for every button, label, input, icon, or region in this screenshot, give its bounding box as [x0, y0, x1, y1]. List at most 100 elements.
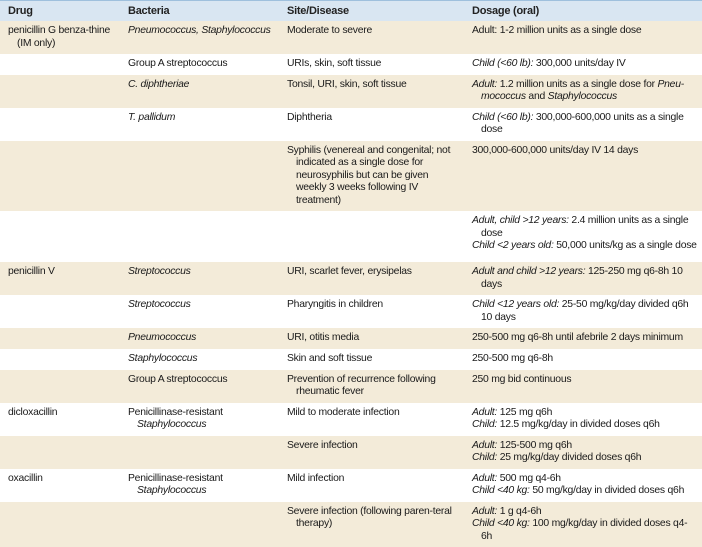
- table-row: Severe infection (following paren-teral …: [0, 502, 702, 547]
- header-site-disease: Site/Disease: [279, 1, 464, 22]
- dosage-cell: Child (<60 lb): 300,000-600,000 units as…: [464, 108, 702, 141]
- text: 300,000 units/day IV: [533, 58, 625, 69]
- cell-line: Streptococcus: [128, 299, 275, 312]
- text: 1 g q4-6h: [497, 506, 541, 517]
- table-row: dicloxacillin Penicillinase-resistant Sta…: [0, 403, 702, 436]
- cell-line: Adult and child >12 years: 125-250 mg q6…: [472, 266, 698, 291]
- italic-text: Adult, child >12 years:: [472, 215, 569, 226]
- text: Moderate to severe: [287, 25, 372, 36]
- italic-text: Child <12 years old:: [472, 299, 559, 310]
- cell-line: Moderate to severe: [287, 25, 460, 38]
- bacteria-cell: [120, 502, 279, 547]
- text: 250 mg bid continuous: [472, 374, 571, 385]
- drug-cell: [0, 328, 120, 349]
- text: penicillin V: [8, 266, 55, 277]
- drug-cell: [0, 370, 120, 403]
- text: Penicillinase-resistant: [128, 473, 223, 484]
- cell-line: Tonsil, URI, skin, soft tissue: [287, 79, 460, 92]
- italic-text: Adult:: [472, 440, 497, 451]
- drug-cell: [0, 54, 120, 75]
- text: Severe infection (following paren-teral …: [287, 506, 452, 530]
- text: 50 mg/kg/day in divided doses q6h: [530, 485, 684, 496]
- cell-line: Pneumococcus: [128, 332, 275, 345]
- site-cell: Mild to moderate infection: [279, 403, 464, 436]
- cell-line: Pneumococcus, Staphylococcus: [128, 25, 275, 38]
- italic-text: Staphylococcus: [137, 419, 206, 430]
- cell-line: Group A streptococcus: [128, 374, 275, 387]
- italic-text: Adult and child >12 years:: [472, 266, 585, 277]
- cell-line: Mild to moderate infection: [287, 407, 460, 420]
- site-cell: Prevention of recurrence following rheum…: [279, 370, 464, 403]
- bacteria-cell: T. pallidum: [120, 108, 279, 141]
- site-cell: Diphtheria: [279, 108, 464, 141]
- bacteria-cell: [120, 211, 279, 262]
- header-dosage: Dosage (oral): [464, 1, 702, 22]
- text: 25 mg/kg/day divided doses q6h: [497, 452, 641, 463]
- dosage-cell: Adult: 1-2 million units as a single dos…: [464, 21, 702, 54]
- text: URI, otitis media: [287, 332, 359, 343]
- dosage-cell: Adult, child >12 years: 2.4 million unit…: [464, 211, 702, 262]
- bacteria-cell: Penicillinase-resistant Staphylococcus: [120, 469, 279, 502]
- bacteria-cell: Staphylococcus: [120, 349, 279, 370]
- text: 1.2 million units as a single dose for: [497, 79, 657, 90]
- cell-line: Adult: 1 g q4-6h: [472, 506, 698, 519]
- cell-line: T. pallidum: [128, 112, 275, 125]
- italic-text: Child:: [472, 452, 497, 463]
- text: Group A streptococcus: [128, 58, 227, 69]
- italic-text: T. pallidum: [128, 112, 175, 123]
- cell-line: URI, scarlet fever, erysipelas: [287, 266, 460, 279]
- cell-line: Adult: 125 mg q6h: [472, 407, 698, 420]
- italic-text: Child:: [472, 419, 497, 430]
- cell-line: Child <12 years old: 25-50 mg/kg/day div…: [472, 299, 698, 324]
- table-row: Streptococcus Pharyngitis in children Chil…: [0, 295, 702, 328]
- site-cell: Moderate to severe: [279, 21, 464, 54]
- dosage-cell: Child (<60 lb): 300,000 units/day IV: [464, 54, 702, 75]
- cell-line: Severe infection (following paren-teral …: [287, 506, 460, 531]
- text: Pharyngitis in children: [287, 299, 383, 310]
- dosage-cell: 300,000-600,000 units/day IV 14 days: [464, 141, 702, 212]
- cell-line: Mild infection: [287, 473, 460, 486]
- text: URI, scarlet fever, erysipelas: [287, 266, 412, 277]
- italic-text: Adult:: [472, 407, 497, 418]
- drug-cell: [0, 349, 120, 370]
- site-cell: Skin and soft tissue: [279, 349, 464, 370]
- dosage-cell: 250-500 mg q6-8h until afebrile 2 days m…: [464, 328, 702, 349]
- text: 250-500 mg q6-8h until afebrile 2 days m…: [472, 332, 683, 343]
- italic-text: Child <40 kg:: [472, 485, 530, 496]
- table-row: Group A streptococcus Prevention of recur…: [0, 370, 702, 403]
- cell-line: penicillin V: [8, 266, 116, 279]
- text: dicloxacillin: [8, 407, 57, 418]
- cell-line: URI, otitis media: [287, 332, 460, 345]
- cell-line: Child <2 years old: 50,000 units/kg as a…: [472, 240, 698, 253]
- site-cell: Syphilis (venereal and congenital; not i…: [279, 141, 464, 212]
- cell-line: Streptococcus: [128, 266, 275, 279]
- site-cell: Mild infection: [279, 469, 464, 502]
- italic-text: Child <40 kg:: [472, 518, 530, 529]
- site-cell: [279, 211, 464, 262]
- italic-text: Adult:: [472, 473, 497, 484]
- cell-line: Syphilis (venereal and congenital; not i…: [287, 145, 460, 208]
- text: URIs, skin, soft tissue: [287, 58, 381, 69]
- text: 50,000 units/kg as a single dose: [554, 240, 697, 251]
- text: Severe infection: [287, 440, 358, 451]
- text: 300,000-600,000 units/day IV 14 days: [472, 145, 638, 156]
- cell-line: Child (<60 lb): 300,000 units/day IV: [472, 58, 698, 71]
- cell-line: Adult: 1-2 million units as a single dos…: [472, 25, 698, 38]
- italic-text: Child (<60 lb):: [472, 112, 533, 123]
- dosage-cell: Child <12 years old: 25-50 mg/kg/day div…: [464, 295, 702, 328]
- text: 12.5 mg/kg/day in divided doses q6h: [497, 419, 660, 430]
- cell-line: Diphtheria: [287, 112, 460, 125]
- text: Adult: 1-2 million units as a single dos…: [472, 25, 641, 36]
- bacteria-cell: Penicillinase-resistant Staphylococcus: [120, 403, 279, 436]
- text: penicillin G benza-thine (IM only): [8, 25, 110, 49]
- text: 250-500 mg q6-8h: [472, 353, 553, 364]
- cell-line: 250 mg bid continuous: [472, 374, 698, 387]
- text: Prevention of recurrence following rheum…: [287, 374, 436, 398]
- italic-text: Streptococcus: [128, 299, 191, 310]
- drug-cell: oxacillin: [0, 469, 120, 502]
- bacteria-cell: Streptococcus: [120, 262, 279, 295]
- drug-cell: [0, 295, 120, 328]
